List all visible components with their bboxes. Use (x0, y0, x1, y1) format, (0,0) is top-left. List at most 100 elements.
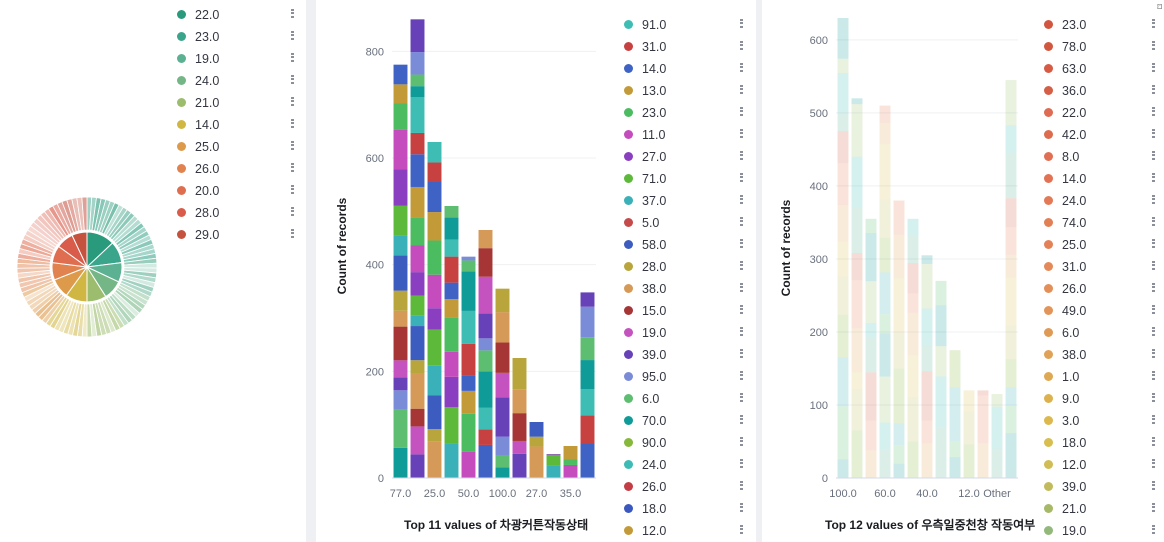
bar-segment[interactable] (580, 415, 595, 444)
bar-segment[interactable] (865, 420, 877, 451)
bar-segment[interactable] (393, 326, 408, 361)
bar-segment[interactable] (963, 390, 975, 412)
legend-options-icon[interactable] (1152, 151, 1156, 162)
bar-segment[interactable] (851, 104, 863, 157)
bar-segment[interactable] (949, 441, 961, 458)
legend-options-icon[interactable] (291, 207, 295, 218)
bar-segment[interactable] (921, 371, 933, 421)
legend-options-icon[interactable] (291, 75, 295, 86)
bar-segment[interactable] (851, 98, 863, 105)
bar-segment[interactable] (512, 358, 527, 390)
bar-segment[interactable] (1005, 359, 1017, 388)
bar-segment[interactable] (991, 448, 1003, 478)
bar-segment[interactable] (851, 430, 863, 478)
legend-options-icon[interactable] (1152, 349, 1156, 360)
legend-options-icon[interactable] (1152, 195, 1156, 206)
bar-segment[interactable] (444, 376, 459, 408)
bar-segment[interactable] (907, 312, 919, 356)
bar-segment[interactable] (512, 453, 527, 478)
bar-segment[interactable] (461, 260, 476, 272)
bar-segment[interactable] (529, 446, 544, 478)
legend-item[interactable]: 71.0 (624, 168, 744, 190)
legend-item[interactable]: 28.0 (624, 256, 744, 278)
legend-item[interactable]: 22.0 (177, 4, 295, 26)
bar-segment[interactable] (444, 317, 459, 352)
legend-options-icon[interactable] (740, 459, 744, 470)
bar-segment[interactable] (1005, 152, 1017, 199)
bar-segment[interactable] (977, 443, 989, 478)
bar-segment[interactable] (444, 239, 459, 257)
legend-item[interactable]: 23.0 (1044, 14, 1156, 36)
bar-segment[interactable] (907, 355, 919, 398)
legend-options-icon[interactable] (740, 349, 744, 360)
bar-segment[interactable] (837, 18, 849, 59)
legend-item[interactable]: 27.0 (624, 146, 744, 168)
bar-segment[interactable] (393, 64, 408, 85)
bar-segment[interactable] (410, 154, 425, 187)
bar-segment[interactable] (837, 204, 849, 242)
bar-segment[interactable] (563, 446, 578, 460)
legend-item[interactable]: 22.0 (1044, 102, 1156, 124)
bar-segment[interactable] (879, 199, 891, 238)
bar-segment[interactable] (478, 371, 493, 408)
bar-segment[interactable] (893, 423, 905, 446)
legend-options-icon[interactable] (1152, 415, 1156, 426)
bar-segment[interactable] (512, 440, 527, 454)
legend-options-icon[interactable] (291, 163, 295, 174)
bar-segment[interactable] (921, 346, 933, 372)
bar-segment[interactable] (893, 234, 905, 279)
bar-segment[interactable] (529, 422, 544, 437)
bar-segment[interactable] (977, 390, 989, 396)
bar-segment[interactable] (865, 337, 877, 373)
legend-options-icon[interactable] (740, 437, 744, 448)
bar-segment[interactable] (495, 436, 510, 456)
bar-segment[interactable] (921, 263, 933, 309)
legend-options-icon[interactable] (740, 481, 744, 492)
bar-segment[interactable] (935, 427, 947, 478)
legend-options-icon[interactable] (1152, 217, 1156, 228)
bar-segment[interactable] (512, 389, 527, 414)
legend-item[interactable]: 49.0 (1044, 300, 1156, 322)
legend-options-icon[interactable] (291, 31, 295, 42)
bar-segment[interactable] (461, 451, 476, 478)
bar-segment[interactable] (921, 255, 933, 264)
bar-segment[interactable] (1005, 254, 1017, 278)
legend-item[interactable]: 26.0 (624, 476, 744, 498)
legend-options-icon[interactable] (1152, 239, 1156, 250)
legend-item[interactable]: 12.0 (1044, 454, 1156, 476)
legend-options-icon[interactable] (740, 393, 744, 404)
legend-item[interactable]: 26.0 (1044, 278, 1156, 300)
legend-options-icon[interactable] (291, 119, 295, 130)
bar-segment[interactable] (478, 444, 493, 478)
bar-segment[interactable] (495, 372, 510, 398)
bar-segment[interactable] (851, 280, 863, 329)
bar-segment[interactable] (865, 372, 877, 421)
bar-segment[interactable] (410, 360, 425, 374)
bar-segment[interactable] (546, 454, 561, 455)
legend-options-icon[interactable] (740, 41, 744, 52)
bar-segment[interactable] (410, 245, 425, 273)
bar-segment[interactable] (879, 237, 891, 273)
bar-segment[interactable] (865, 218, 877, 234)
bar-segment[interactable] (949, 457, 961, 478)
bar-segment[interactable] (907, 263, 919, 294)
bar-segment[interactable] (410, 454, 425, 478)
bar-segment[interactable] (879, 105, 891, 123)
legend-options-icon[interactable] (1152, 107, 1156, 118)
bar-segment[interactable] (512, 413, 527, 441)
legend-item[interactable]: 14.0 (1044, 168, 1156, 190)
bar-segment[interactable] (444, 256, 459, 283)
legend-item[interactable]: 24.0 (1044, 190, 1156, 212)
legend-options-icon[interactable] (1152, 19, 1156, 30)
legend-item[interactable]: 37.0 (624, 190, 744, 212)
bar-segment[interactable] (837, 112, 849, 132)
bar-segment[interactable] (478, 313, 493, 339)
bar-segment[interactable] (427, 142, 442, 163)
bar-segment[interactable] (1005, 387, 1017, 406)
bar-segment[interactable] (879, 144, 891, 200)
legend-options-icon[interactable] (1152, 393, 1156, 404)
legend-options-icon[interactable] (1152, 305, 1156, 316)
bar-segment[interactable] (393, 169, 408, 206)
bar-segment[interactable] (837, 314, 849, 358)
bar-segment[interactable] (410, 19, 425, 53)
